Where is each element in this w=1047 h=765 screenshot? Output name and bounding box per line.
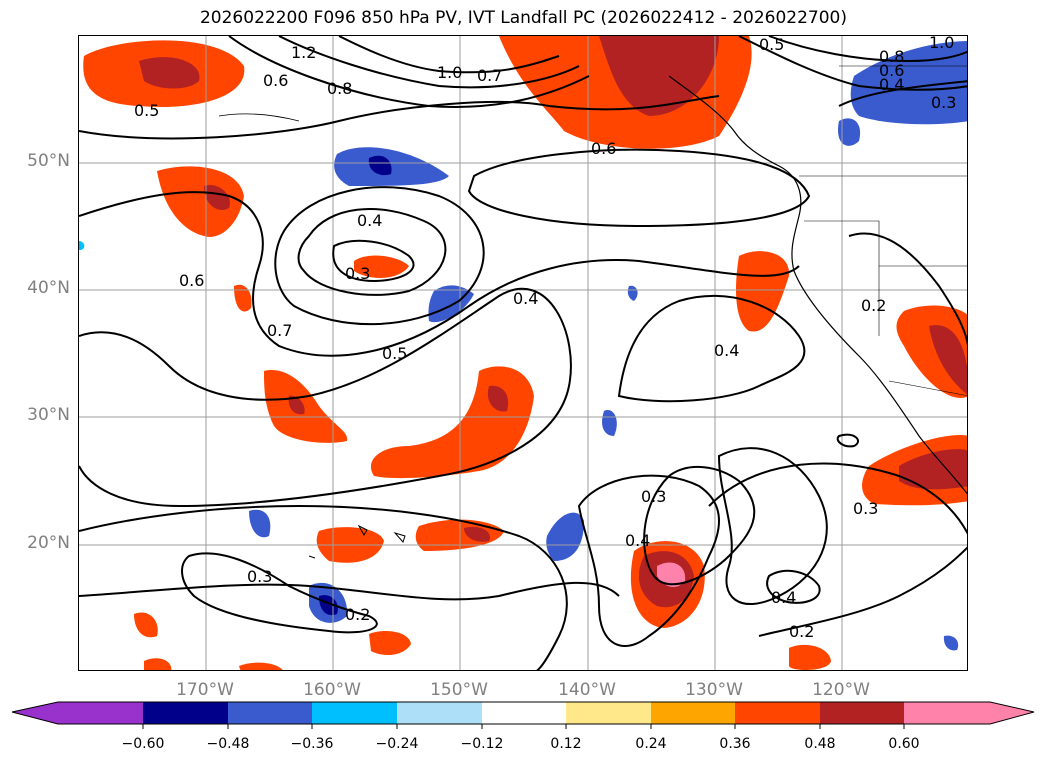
contour-label: 0.3 bbox=[853, 499, 878, 518]
lat-label-50n: 50°N bbox=[27, 151, 70, 171]
colorbar bbox=[11, 701, 1035, 729]
pv-anomaly-strong bbox=[599, 36, 719, 116]
contour-labels: 1.2 0.8 1.0 0.7 0.5 0.6 1.0 0.8 0.6 0.4 … bbox=[134, 36, 956, 641]
pv-anomaly-negative bbox=[546, 512, 584, 561]
contour-label: 0.3 bbox=[345, 264, 370, 283]
contour-label: 0.8 bbox=[879, 47, 904, 66]
pv-anomaly-strong bbox=[288, 395, 305, 415]
pv-anomaly-positive bbox=[239, 662, 283, 670]
colorbar-tick-label: 0.24 bbox=[635, 736, 667, 752]
contour-label: 0.3 bbox=[641, 487, 666, 506]
pv-anomaly-positive bbox=[354, 255, 409, 278]
contour-label: 0.5 bbox=[382, 344, 407, 363]
pv-anomaly-negative bbox=[943, 635, 959, 651]
lon-label-120w: 120°W bbox=[812, 680, 870, 700]
lat-label-20n: 20°N bbox=[27, 533, 70, 553]
contour-label: 0.4 bbox=[879, 75, 904, 94]
colorbar-extend-right bbox=[904, 702, 1034, 724]
contour-label: 0.3 bbox=[931, 93, 956, 112]
pv-anomaly-negative bbox=[249, 509, 271, 538]
contour-label: 0.4 bbox=[513, 289, 538, 308]
pv-anomaly-strong bbox=[464, 526, 490, 542]
lat-label-30n: 30°N bbox=[27, 405, 70, 425]
lon-label-170w: 170°W bbox=[176, 680, 234, 700]
coastlines bbox=[218, 65, 967, 559]
colorbar-segment bbox=[651, 702, 735, 724]
pv-anomaly-positive bbox=[736, 251, 790, 332]
contour-label: 0.2 bbox=[345, 605, 370, 624]
lon-label-130w: 130°W bbox=[685, 680, 743, 700]
graticule bbox=[79, 36, 967, 670]
lon-label-150w: 150°W bbox=[430, 680, 488, 700]
contour-label: 0.4 bbox=[714, 341, 739, 360]
contour-label: 0.6 bbox=[179, 271, 204, 290]
colorbar-segment bbox=[735, 702, 820, 724]
colorbar-tick-label: −0.60 bbox=[121, 736, 165, 752]
contour-label: 0.4 bbox=[625, 531, 650, 550]
map-canvas[interactable]: 1.2 0.8 1.0 0.7 0.5 0.6 1.0 0.8 0.6 0.4 … bbox=[79, 36, 968, 671]
contour-label: 0.8 bbox=[327, 79, 352, 98]
pv-anomaly-strong bbox=[487, 385, 509, 412]
pv-anomaly-peak bbox=[657, 562, 686, 588]
contour-label: 0.5 bbox=[759, 36, 784, 54]
pv-anomaly-negative bbox=[79, 241, 85, 250]
contour-label: 0.4 bbox=[771, 588, 796, 607]
contour-label: 0.2 bbox=[789, 622, 814, 641]
colorbar-segment bbox=[397, 702, 482, 724]
colorbar-tick-label: 0.36 bbox=[719, 736, 751, 752]
contour-label: 0.6 bbox=[263, 71, 288, 90]
contour-label: 1.0 bbox=[437, 63, 462, 82]
map-panel[interactable]: 1.2 0.8 1.0 0.7 0.5 0.6 1.0 0.8 0.6 0.4 … bbox=[78, 35, 968, 671]
lon-label-140w: 140°W bbox=[558, 680, 616, 700]
colorbar-segment bbox=[820, 702, 904, 724]
colorbar-segment bbox=[482, 702, 566, 724]
colorbar-tick-label: 0.60 bbox=[888, 736, 920, 752]
lon-label-160w: 160°W bbox=[303, 680, 361, 700]
lat-label-40n: 40°N bbox=[27, 278, 70, 298]
contour-label: 0.3 bbox=[247, 567, 272, 586]
pv-anomaly-positive bbox=[264, 370, 348, 443]
colorbar-segment bbox=[228, 702, 312, 724]
pv-anomaly-negative bbox=[627, 285, 638, 301]
pv-anomaly-negative bbox=[602, 410, 617, 436]
pv-anomaly-strong bbox=[204, 185, 230, 210]
contour-label: 0.2 bbox=[861, 296, 886, 315]
colorbar-segment bbox=[143, 702, 228, 724]
colorbar-segment bbox=[566, 702, 651, 724]
contour-label: 0.6 bbox=[879, 61, 904, 80]
pv-anomaly-positive bbox=[144, 658, 172, 670]
colorbar-tick-label: 0.48 bbox=[804, 736, 836, 752]
contour-label: 1.0 bbox=[929, 36, 954, 52]
pv-anomaly-positive bbox=[789, 644, 831, 670]
colorbar-tick-label: −0.12 bbox=[460, 736, 504, 752]
ivt-contours bbox=[79, 36, 967, 670]
contour-label: 0.6 bbox=[591, 139, 616, 158]
pv-anomaly-positive bbox=[157, 166, 244, 237]
pv-anomaly-positive bbox=[134, 612, 158, 638]
pv-anomaly-strong bbox=[139, 57, 200, 89]
pv-anomaly-negative bbox=[428, 285, 474, 323]
contour-label: 0.7 bbox=[477, 66, 502, 85]
pv-anomaly-strong bbox=[899, 449, 967, 490]
figure-title: 2026022200 F096 850 hPa PV, IVT Landfall… bbox=[199, 8, 847, 28]
colorbar-tick-label: −0.24 bbox=[375, 736, 419, 752]
colorbar-extend-left bbox=[12, 702, 143, 724]
pv-anomaly-positive bbox=[234, 284, 252, 312]
pv-shading bbox=[79, 36, 967, 670]
pv-anomaly-negative bbox=[838, 118, 861, 146]
pv-anomaly-negative bbox=[334, 147, 449, 186]
colorbar-tick-label: −0.36 bbox=[290, 736, 334, 752]
pv-anomaly-positive bbox=[370, 366, 534, 479]
pv-anomaly-positive bbox=[369, 631, 411, 656]
contour-label: 0.5 bbox=[134, 101, 159, 120]
colorbar-segment bbox=[312, 702, 397, 724]
contour-label: 0.7 bbox=[267, 321, 292, 340]
contour-label: 0.4 bbox=[357, 211, 382, 230]
colorbar-tick-label: 0.12 bbox=[550, 736, 582, 752]
pv-anomaly-negative-strong bbox=[368, 155, 392, 176]
colorbar-tick-label: −0.48 bbox=[206, 736, 250, 752]
contour-label: 1.2 bbox=[291, 43, 316, 62]
colorbar-outline bbox=[11, 701, 1035, 725]
pv-anomaly-strong bbox=[929, 325, 967, 395]
